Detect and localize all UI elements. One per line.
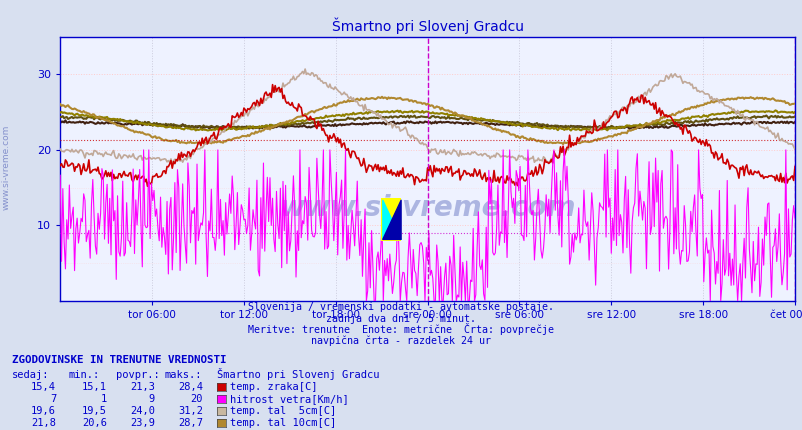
Text: min.:: min.:: [68, 369, 99, 380]
Text: Meritve: trenutne  Enote: metrične  Črta: povprečje: Meritve: trenutne Enote: metrične Črta: …: [248, 323, 554, 335]
Text: 23,9: 23,9: [130, 418, 155, 428]
Text: 20,6: 20,6: [82, 418, 107, 428]
Text: navpična črta - razdelek 24 ur: navpična črta - razdelek 24 ur: [311, 335, 491, 346]
Text: sedaj:: sedaj:: [12, 369, 50, 380]
Text: 19,6: 19,6: [31, 405, 56, 416]
Text: 9: 9: [148, 393, 155, 404]
Text: 31,2: 31,2: [178, 405, 203, 416]
Text: www.si-vreme.com: www.si-vreme.com: [279, 194, 575, 222]
Text: 15,4: 15,4: [31, 381, 56, 392]
Text: hitrost vetra[Km/h]: hitrost vetra[Km/h]: [229, 393, 348, 404]
Text: www.si-vreme.com: www.si-vreme.com: [2, 125, 11, 210]
Text: povpr.:: povpr.:: [116, 369, 160, 380]
Text: Slovenija / vremenski podatki - avtomatske postaje.: Slovenija / vremenski podatki - avtomats…: [248, 302, 554, 313]
Text: 19,5: 19,5: [82, 405, 107, 416]
Text: 7: 7: [50, 393, 56, 404]
Text: 28,4: 28,4: [178, 381, 203, 392]
Text: 15,1: 15,1: [82, 381, 107, 392]
Text: 1: 1: [100, 393, 107, 404]
Title: Šmartno pri Slovenj Gradcu: Šmartno pri Slovenj Gradcu: [331, 18, 523, 34]
Text: maks.:: maks.:: [164, 369, 202, 380]
Text: 28,7: 28,7: [178, 418, 203, 428]
Text: ZGODOVINSKE IN TRENUTNE VREDNOSTI: ZGODOVINSKE IN TRENUTNE VREDNOSTI: [12, 355, 226, 366]
Text: 24,0: 24,0: [130, 405, 155, 416]
Text: 21,8: 21,8: [31, 418, 56, 428]
Text: temp. tal  5cm[C]: temp. tal 5cm[C]: [229, 405, 335, 416]
Text: temp. tal 10cm[C]: temp. tal 10cm[C]: [229, 418, 335, 428]
Text: 20: 20: [190, 393, 203, 404]
Text: zadnja dva dni / 5 minut.: zadnja dva dni / 5 minut.: [326, 313, 476, 324]
Text: temp. zraka[C]: temp. zraka[C]: [229, 381, 317, 392]
Text: 21,3: 21,3: [130, 381, 155, 392]
Text: Šmartno pri Slovenj Gradcu: Šmartno pri Slovenj Gradcu: [217, 368, 379, 380]
